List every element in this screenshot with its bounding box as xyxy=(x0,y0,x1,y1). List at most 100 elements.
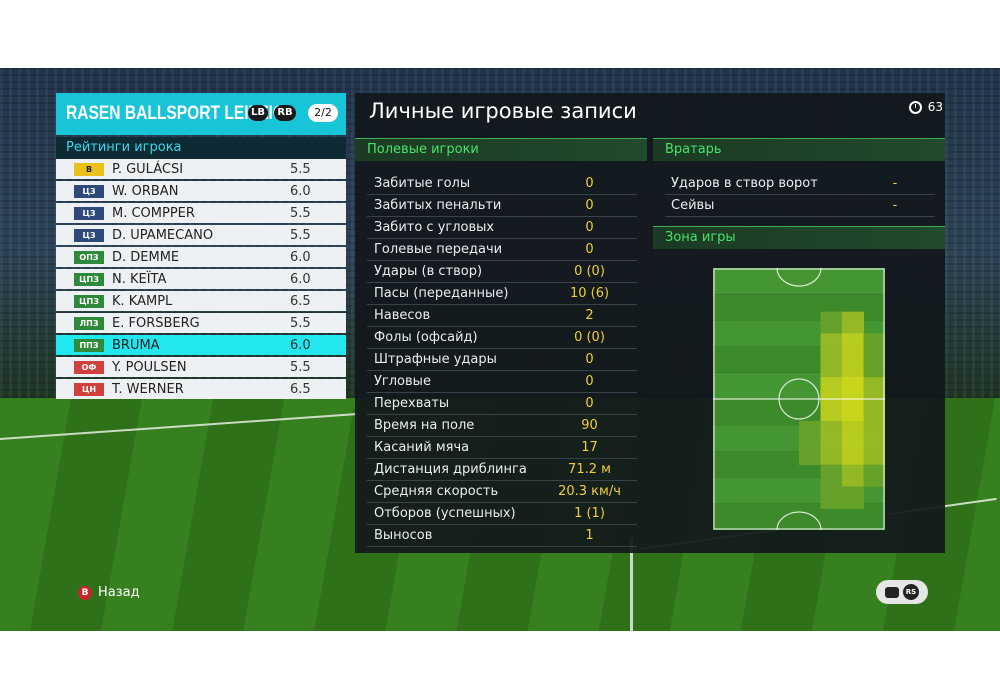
stat-label: Навесов xyxy=(374,308,431,323)
pitch-line xyxy=(0,412,360,440)
position-badge: ЦПЗ xyxy=(74,272,104,286)
stat-label: Забито с угловых xyxy=(374,220,495,235)
stat-value: 20.3 км/ч xyxy=(558,484,621,499)
goalkeeper-stat-row: Ударов в створ ворот - xyxy=(665,173,935,195)
stat-value: 0 xyxy=(585,352,594,367)
footer-controls[interactable]: RS xyxy=(876,580,928,604)
stat-value: 1 (1) xyxy=(574,506,605,521)
heat-cell xyxy=(842,486,864,509)
stat-label: Выносов xyxy=(374,528,433,543)
stat-row: Фолы (офсайд) 0 (0) xyxy=(367,327,637,349)
stat-row: Перехваты 0 xyxy=(367,393,637,415)
player-rating: 6.5 xyxy=(290,381,311,397)
pitch-line xyxy=(630,538,633,631)
back-button[interactable]: B Назад xyxy=(78,585,140,600)
stat-value: 0 xyxy=(585,198,594,213)
rb-button[interactable]: RB xyxy=(274,105,296,121)
stat-value: 0 xyxy=(585,374,594,389)
heat-cell xyxy=(799,442,821,465)
stat-row: Забито с угловых 0 xyxy=(367,217,637,239)
heat-cell xyxy=(863,355,885,378)
stat-label: Угловые xyxy=(374,374,431,389)
player-name: N. KEÏTA xyxy=(112,271,167,287)
stat-value: - xyxy=(892,198,898,213)
stat-label: Перехваты xyxy=(374,396,450,411)
stat-label: Забитых пенальти xyxy=(374,198,502,213)
stat-row: Средняя скорость 20.3 км/ч xyxy=(367,481,637,503)
play-zone-header: Зона игры xyxy=(653,226,945,249)
player-name: K. KAMPL xyxy=(112,293,173,309)
lb-button[interactable]: LB xyxy=(248,105,268,121)
player-rating: 6.0 xyxy=(290,249,311,265)
position-badge: ЦПЗ xyxy=(74,294,104,308)
player-row[interactable]: ОПЗ D. DEMME 6.0 xyxy=(56,247,346,267)
player-row[interactable]: ЦЗ M. COMPPER 5.5 xyxy=(56,203,346,223)
stat-row: Удары (в створ) 0 (0) xyxy=(367,261,637,283)
heat-cell xyxy=(820,420,843,444)
heat-cell xyxy=(842,377,864,400)
heat-cell xyxy=(842,442,864,465)
player-name: T. WERNER xyxy=(112,381,184,397)
player-row[interactable]: ЦПЗ N. KEÏTA 6.0 xyxy=(56,269,346,289)
player-name: Y. POULSEN xyxy=(112,359,187,375)
back-label: Назад xyxy=(98,585,140,600)
position-badge: ОПЗ xyxy=(74,250,104,264)
heat-cell xyxy=(820,311,843,334)
player-row[interactable]: ППЗ BRUMA 6.0 xyxy=(56,335,346,355)
stat-value: 0 (0) xyxy=(574,264,605,279)
stat-value: 1 xyxy=(585,528,594,543)
field-player-stats: Забитые голы 0 Забитых пенальти 0 Забито с у… xyxy=(367,173,637,547)
player-row[interactable]: ЦЗ W. ORBAN 6.0 xyxy=(56,181,346,201)
top-arc xyxy=(776,268,822,287)
heat-cell xyxy=(863,442,885,465)
stat-value: 90 xyxy=(581,418,598,433)
stat-value: 0 xyxy=(585,220,594,235)
player-rating: 6.0 xyxy=(290,337,311,353)
player-rating: 5.5 xyxy=(290,161,311,177)
stat-value: 0 xyxy=(585,396,594,411)
player-name: M. COMPPER xyxy=(112,205,195,221)
stat-value: 0 xyxy=(585,242,594,257)
position-badge: ЦН xyxy=(74,382,104,396)
position-badge: ЦЗ xyxy=(74,184,104,198)
position-badge: В xyxy=(74,162,104,176)
heat-cell xyxy=(863,377,885,400)
stat-row: Отборов (успешных) 1 (1) xyxy=(367,503,637,525)
player-rating: 6.0 xyxy=(290,183,311,199)
team-name: RASEN BALLSPORT LEIPZIG xyxy=(66,103,286,124)
heat-cell xyxy=(820,464,843,487)
player-row[interactable]: ЛПЗ E. FORSBERG 5.5 xyxy=(56,313,346,333)
heat-cell xyxy=(820,399,843,422)
player-row[interactable]: ЦН T. WERNER 6.5 xyxy=(56,379,346,399)
stat-label: Удары (в створ) xyxy=(374,264,483,279)
player-name: BRUMA xyxy=(112,337,160,353)
stat-row: Время на поле 90 xyxy=(367,415,637,437)
heat-cell xyxy=(820,377,843,400)
stat-value: 2 xyxy=(585,308,594,323)
rs-button-icon[interactable]: RS xyxy=(903,584,919,600)
heat-cell xyxy=(820,333,843,356)
stat-label: Штрафные удары xyxy=(374,352,497,367)
match-timer: 63 xyxy=(903,97,943,117)
heat-cell xyxy=(842,355,864,378)
stat-value: 10 (6) xyxy=(569,286,610,301)
heat-cell xyxy=(820,355,843,378)
heat-cell xyxy=(863,420,885,444)
player-rating: 6.0 xyxy=(290,271,311,287)
stat-row: Касаний мяча 17 xyxy=(367,437,637,459)
ratings-title: Рейтинги игрока xyxy=(56,137,346,159)
player-row[interactable]: В P. GULÁCSI 5.5 xyxy=(56,159,346,179)
player-rating: 5.5 xyxy=(290,205,311,221)
stat-label: Пасы (переданные) xyxy=(374,286,509,301)
position-badge: ППЗ xyxy=(74,338,104,352)
player-row[interactable]: ЦЗ D. UPAMECANO 5.5 xyxy=(56,225,346,245)
center-circle xyxy=(778,378,820,420)
stat-row: Забитых пенальти 0 xyxy=(367,195,637,217)
chat-icon[interactable] xyxy=(885,586,899,598)
heat-cell xyxy=(820,486,843,509)
player-row[interactable]: ЦПЗ K. KAMPL 6.5 xyxy=(56,291,346,311)
player-row[interactable]: ОФ Y. POULSEN 5.5 xyxy=(56,357,346,377)
heat-cell xyxy=(863,399,885,422)
heat-cell xyxy=(842,399,864,422)
stat-label: Отборов (успешных) xyxy=(374,506,516,521)
